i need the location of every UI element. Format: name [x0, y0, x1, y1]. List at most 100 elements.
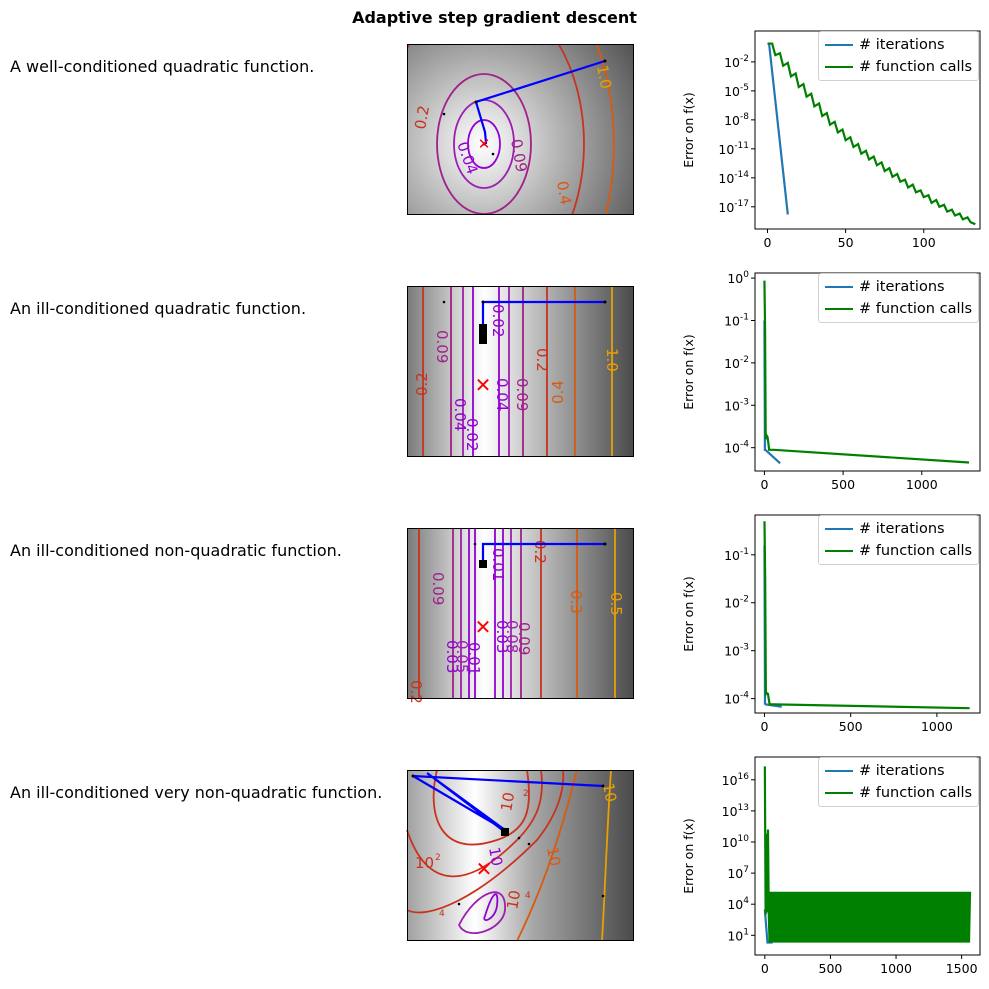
row-label-3: An ill-conditioned non-quadratic functio… — [10, 541, 342, 560]
y-tick-exp: -2 — [740, 54, 749, 64]
contour-label: 0.01 — [465, 642, 483, 675]
contour-plot-2: 0.02 1.0 0.09 0.2 0.04 0.09 0.2 0.04 0.4… — [407, 286, 634, 457]
y-tick-label: 100 — [727, 270, 749, 286]
contour-label: 0.2 — [407, 680, 425, 704]
row-label-2: An ill-conditioned quadratic function. — [10, 299, 307, 318]
contour-label: 0.05 — [453, 640, 471, 673]
y-tick-base: 10 — [724, 55, 740, 70]
legend-4: # iterations # function calls — [818, 757, 980, 807]
contour-label: 0.03 — [443, 640, 461, 673]
y-tick-exp: 0 — [743, 270, 749, 280]
series-line-iterations — [763, 545, 782, 708]
x-tick-label: 0 — [761, 961, 769, 976]
legend-entry-iterations: # iterations — [825, 518, 972, 540]
contour-label: 10 — [503, 889, 524, 911]
y-tick-exp: -2 — [740, 595, 749, 605]
y-tick-label: 101 — [727, 927, 749, 943]
y-axis-label: Error on f(x) — [681, 92, 696, 168]
x-tick-label: 1000 — [906, 477, 938, 492]
series-line-function-calls — [763, 280, 970, 464]
legend-label: # function calls — [859, 785, 973, 801]
x-tick-label: 500 — [819, 961, 843, 976]
x-tick-label: 500 — [839, 719, 863, 734]
contour-label: 10 — [415, 854, 434, 872]
legend-1: # iterations # function calls — [818, 31, 980, 81]
figure-title: Adaptive step gradient descent — [352, 8, 637, 27]
legend-entry-iterations: # iterations — [825, 34, 972, 56]
svg-text:✕: ✕ — [475, 615, 492, 639]
legend-entry-function-calls: # function calls — [825, 782, 972, 804]
y-tick-base: 10 — [727, 271, 743, 286]
x-tick-label: 1000 — [880, 961, 912, 976]
y-tick-label: 10-14 — [718, 170, 749, 186]
y-tick-exp: -1 — [740, 547, 749, 557]
svg-text:2: 2 — [523, 789, 529, 799]
series-line-function-calls — [763, 521, 970, 710]
contour-label: 10 — [485, 846, 506, 868]
y-tick-exp: -3 — [740, 397, 749, 407]
series-line-iterations — [767, 42, 789, 215]
x-tick-label: 500 — [831, 477, 855, 492]
legend-label: # function calls — [859, 543, 973, 559]
legend-entry-function-calls: # function calls — [825, 540, 972, 562]
y-tick-label: 1010 — [722, 834, 750, 850]
legend-label: # iterations — [859, 37, 945, 53]
x-tick-label: 0 — [760, 477, 768, 492]
series-line-function-calls — [763, 766, 972, 943]
contour-label: 1.0 — [593, 64, 615, 91]
contour-label: 0.02 — [463, 418, 481, 451]
y-tick-base: 10 — [718, 171, 734, 186]
y-axis-label: Error on f(x) — [681, 818, 696, 894]
contour-label: 0.02 — [489, 304, 507, 337]
y-tick-exp: -4 — [740, 691, 749, 701]
contour-label: 10 — [543, 846, 564, 868]
legend-entry-iterations: # iterations — [825, 760, 972, 782]
y-tick-label: 10-4 — [724, 691, 749, 707]
y-tick-label: 10-2 — [724, 54, 749, 70]
y-tick-base: 10 — [722, 773, 738, 788]
contour-label: 0.09 — [515, 622, 533, 655]
contour-label: 0.2 — [533, 348, 551, 372]
contour-label: 0.2 — [411, 104, 433, 131]
y-tick-label: 10-1 — [724, 312, 749, 328]
y-tick-label: 10-3 — [724, 643, 749, 659]
y-tick-exp: 1 — [743, 927, 749, 937]
y-tick-label: 10-11 — [718, 141, 749, 157]
contour-label: 0.4 — [549, 380, 567, 404]
x-tick-label: 1000 — [921, 719, 953, 734]
legend-3: # iterations # function calls — [818, 515, 980, 565]
y-tick-exp: 4 — [743, 896, 749, 906]
y-tick-exp: -11 — [734, 141, 749, 151]
y-tick-label: 10-2 — [724, 595, 749, 611]
contour-label: 1.0 — [603, 348, 621, 372]
legend-label: # iterations — [859, 521, 945, 537]
svg-text:4: 4 — [439, 909, 445, 919]
legend-entry-function-calls: # function calls — [825, 56, 972, 78]
contour-label: 0.4 — [553, 180, 575, 207]
y-tick-label: 10-1 — [724, 547, 749, 563]
contour-label: 0.01 — [489, 548, 507, 581]
row-label-1: A well-conditioned quadratic function. — [10, 57, 315, 76]
svg-text:4: 4 — [525, 891, 531, 901]
y-tick-base: 10 — [718, 200, 734, 215]
y-tick-base: 10 — [724, 113, 740, 128]
legend-2: # iterations # function calls — [818, 273, 980, 323]
y-tick-exp: -2 — [740, 355, 749, 365]
y-tick-label: 1016 — [722, 772, 750, 788]
y-tick-label: 10-2 — [724, 355, 749, 371]
series-line-iterations — [763, 320, 781, 465]
y-tick-base: 10 — [722, 835, 738, 850]
legend-label: # function calls — [859, 59, 973, 75]
y-tick-label: 10-4 — [724, 440, 749, 456]
y-tick-label: 107 — [727, 865, 749, 881]
contour-label: 10 — [497, 791, 518, 813]
y-tick-base: 10 — [724, 548, 740, 563]
y-tick-base: 10 — [718, 142, 734, 157]
contour-label: 0.03 — [493, 620, 511, 653]
contour-plot-1: 1.0 0.2 0.04 0.09 0.4 ✕ — [407, 44, 634, 215]
legend-label: # iterations — [859, 279, 945, 295]
y-tick-base: 10 — [724, 692, 740, 707]
